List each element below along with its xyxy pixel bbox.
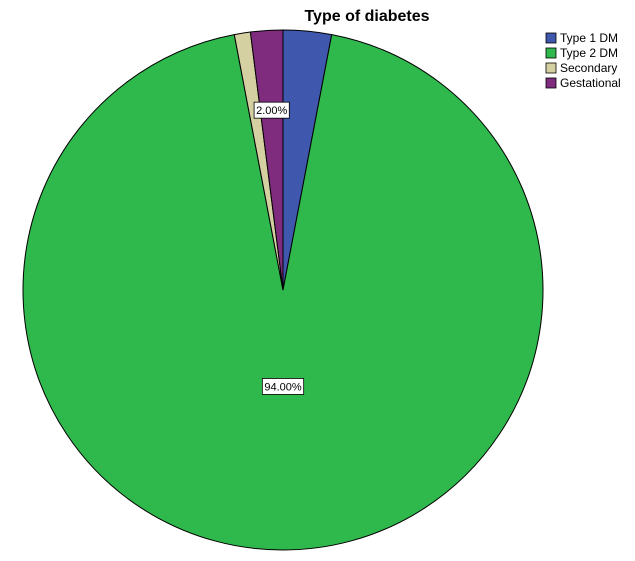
pie-slice <box>249 29 284 291</box>
legend-label: Gestational <box>560 76 621 90</box>
legend-swatch <box>545 62 557 74</box>
data-label-text: 94.00% <box>264 381 302 393</box>
legend-label: Type 1 DM <box>560 31 618 45</box>
pie-slice <box>22 34 544 551</box>
legend-swatch <box>545 32 557 44</box>
data-label-box <box>261 378 305 395</box>
legend-swatch <box>545 47 557 59</box>
chart-title: Type of diabetes <box>304 8 429 25</box>
data-label: 94.00% <box>261 378 305 395</box>
legend-label: Type 2 DM <box>560 46 618 60</box>
data-label-text: 2.00% <box>256 105 287 117</box>
legend-label: Secondary <box>560 61 617 75</box>
legend-swatch <box>545 77 557 89</box>
data-label: 2.00% <box>253 101 290 119</box>
data-label-box <box>253 101 290 119</box>
